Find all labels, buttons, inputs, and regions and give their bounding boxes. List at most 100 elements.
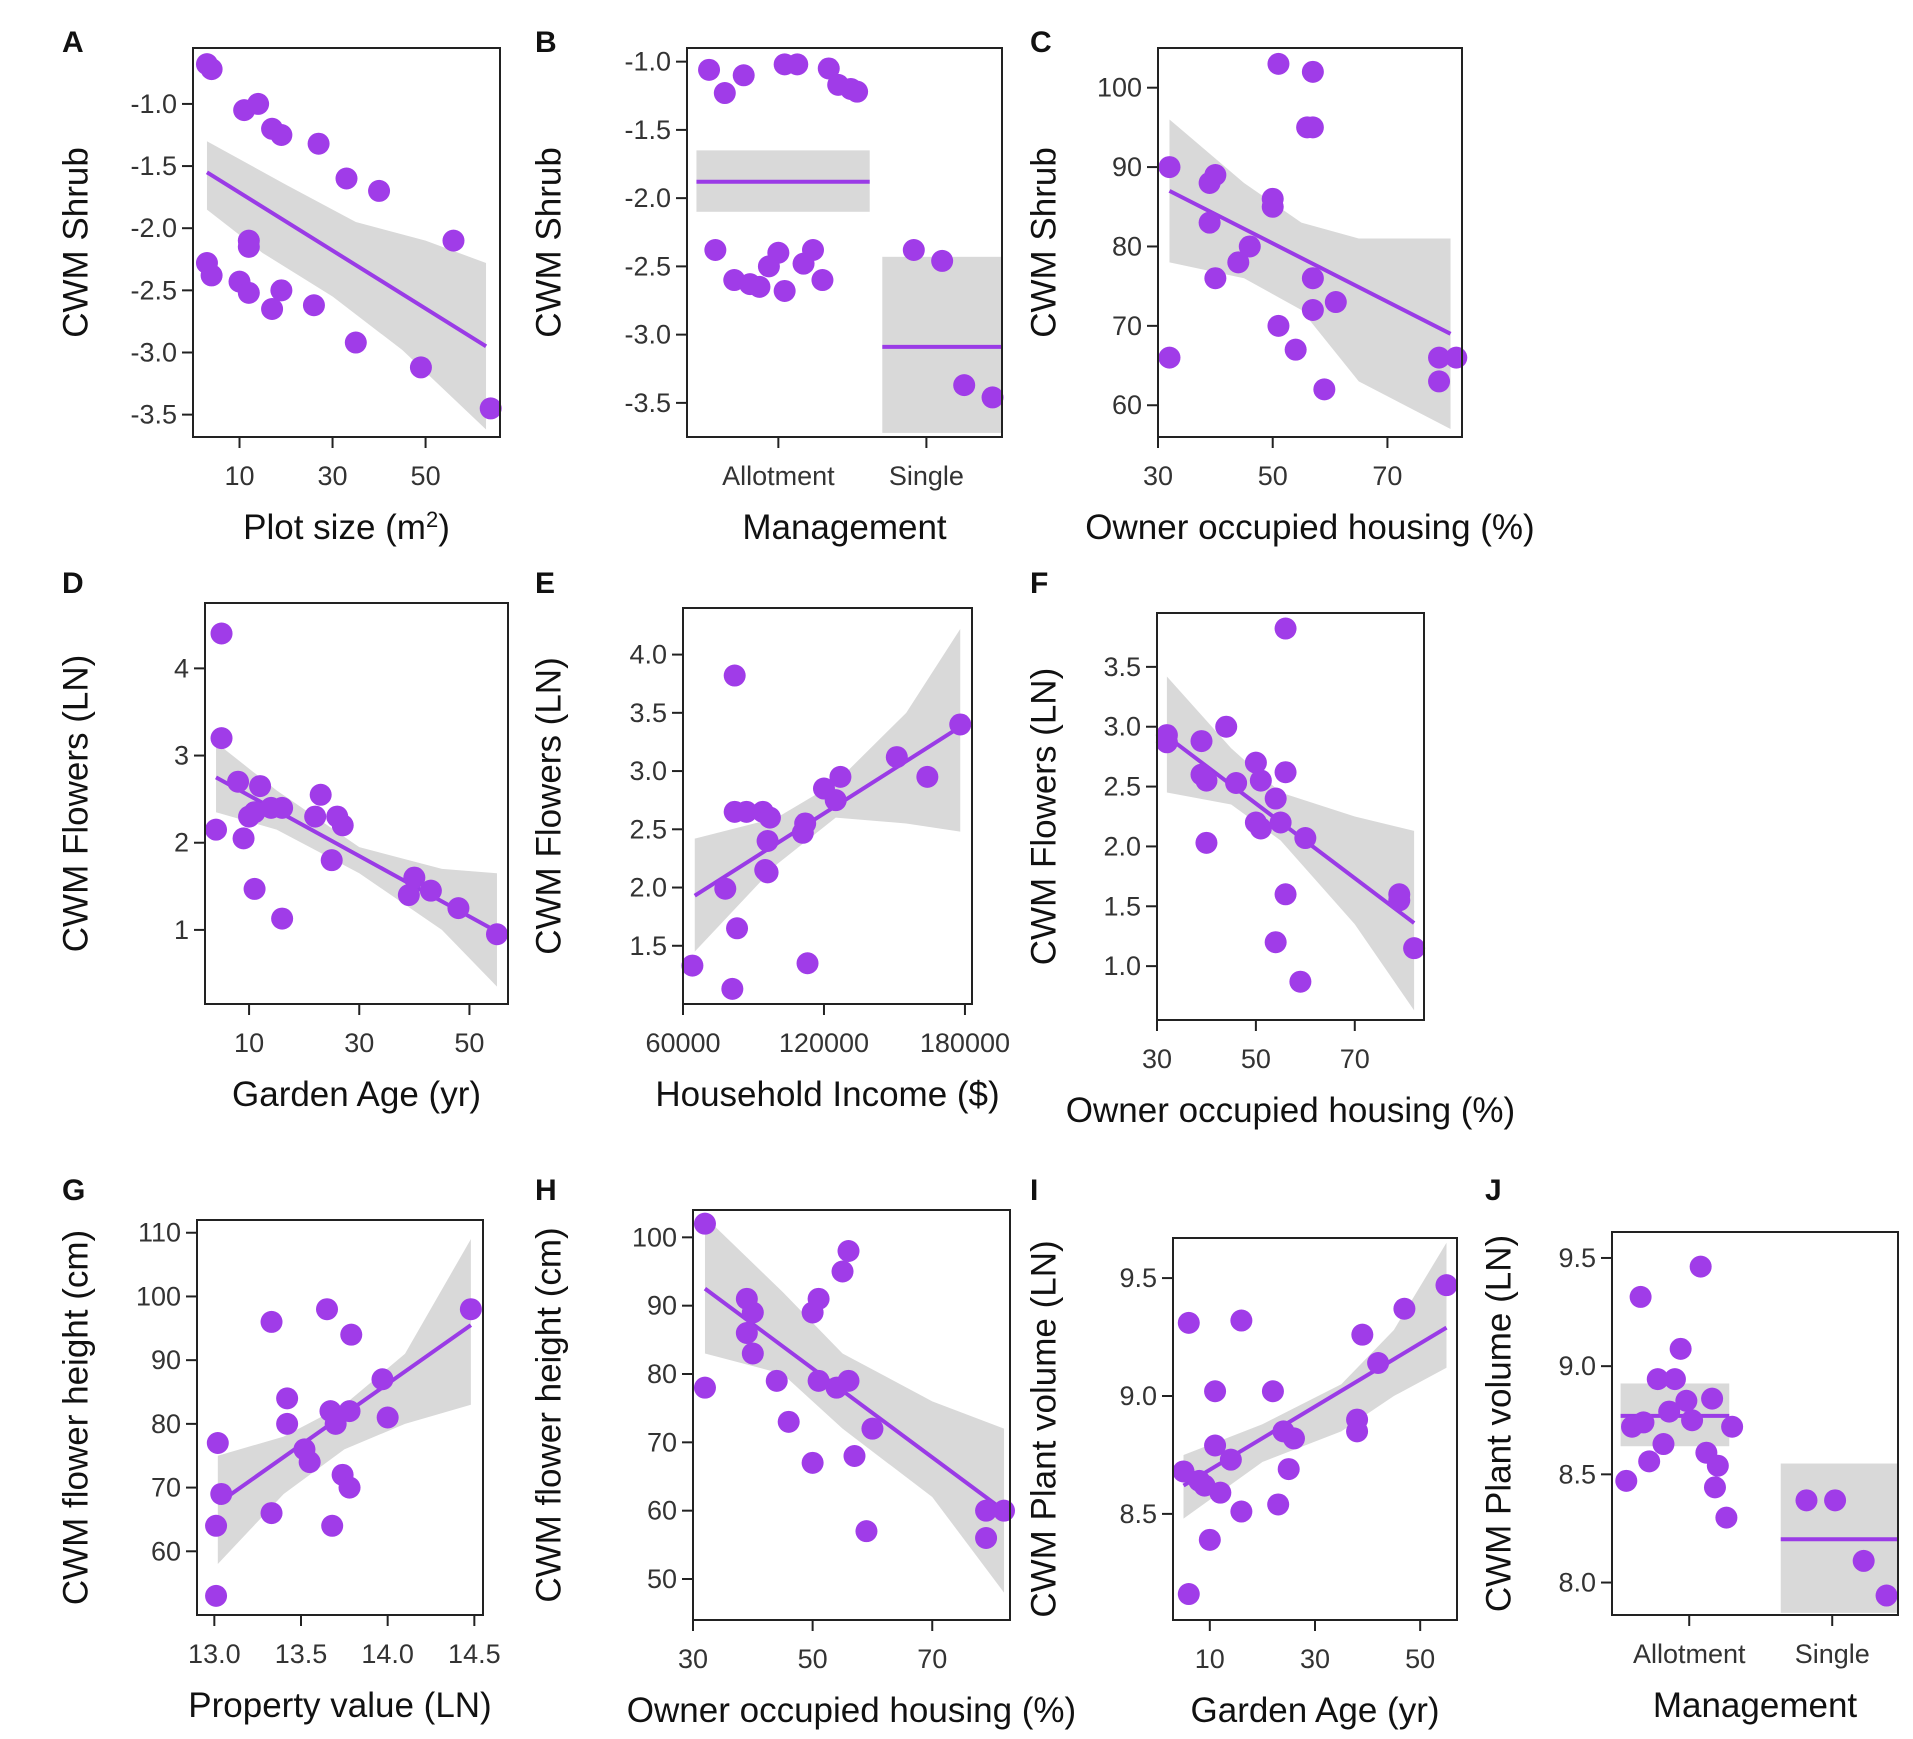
panel-letter: F <box>1030 567 1048 600</box>
y-tick-label: 3 <box>174 741 189 771</box>
data-point <box>1715 1506 1738 1529</box>
data-point <box>843 1445 866 1467</box>
data-point <box>200 264 223 287</box>
panel-letter: C <box>1030 26 1052 59</box>
x-tick-label: 30 <box>1300 1644 1330 1674</box>
y-tick-label: 100 <box>632 1222 677 1252</box>
data-point <box>1190 730 1213 753</box>
data-point <box>205 1584 228 1607</box>
x-tick-label: 30 <box>1142 1044 1172 1074</box>
panel-letter: H <box>535 1174 557 1207</box>
data-point <box>324 1412 347 1435</box>
y-axis-title: CWM Flowers (LN) <box>57 655 96 952</box>
data-point <box>1177 1311 1200 1334</box>
y-tick-label: -3.5 <box>130 400 177 430</box>
data-point <box>1403 937 1426 960</box>
data-point <box>338 1400 361 1423</box>
data-point <box>1435 1274 1458 1297</box>
data-point <box>1227 251 1250 274</box>
y-tick-label: 2.0 <box>629 873 667 903</box>
y-tick-label: 80 <box>647 1359 677 1389</box>
data-point <box>397 884 420 907</box>
data-point <box>1264 931 1287 954</box>
data-point <box>210 622 233 645</box>
data-point <box>261 297 284 320</box>
confidence-band <box>1166 676 1415 1011</box>
x-axis-title-text: Owner occupied housing (%) <box>627 1691 1076 1730</box>
panel-letter: A <box>62 26 84 59</box>
y-tick-label: -1.0 <box>130 89 177 119</box>
data-point <box>1824 1489 1847 1512</box>
data-point <box>1701 1387 1724 1410</box>
y-tick-label: -3.0 <box>130 337 177 367</box>
data-point <box>981 386 1004 409</box>
data-point <box>1638 1450 1661 1473</box>
data-point <box>205 1514 228 1537</box>
panel-letter: E <box>535 567 555 600</box>
data-point <box>1301 298 1324 321</box>
plot-area <box>1182 1242 1448 1519</box>
data-point <box>1204 1434 1227 1457</box>
y-tick-label: -1.5 <box>130 151 177 181</box>
plot-frame <box>686 47 1003 438</box>
data-point <box>1264 787 1287 810</box>
data-point <box>993 1499 1016 1522</box>
y-tick-label: 60 <box>647 1496 677 1526</box>
data-point <box>1204 1380 1227 1403</box>
data-point <box>931 249 954 272</box>
data-point <box>335 167 358 190</box>
x-tick-label: 50 <box>411 461 441 491</box>
data-point <box>681 954 704 977</box>
data-point <box>1277 1458 1300 1481</box>
y-axis-title: CWM Plant volume (LN) <box>1025 1240 1064 1617</box>
y-tick-label: 9.0 <box>1558 1351 1596 1381</box>
data-point <box>902 239 925 262</box>
confidence-band <box>217 1239 471 1565</box>
x-tick-label: Allotment <box>722 461 835 491</box>
y-tick-label: 4 <box>174 653 189 683</box>
data-point <box>304 805 327 828</box>
data-point <box>796 952 819 975</box>
data-point <box>1158 346 1181 369</box>
panel-a: A 10 30 50 -1.0 -1.5 -2.0 -2.5 -3.0 -3.5 Plot size… <box>57 26 502 547</box>
x-tick-label: 30 <box>678 1644 708 1674</box>
data-point <box>368 179 391 202</box>
data-point <box>270 123 293 146</box>
data-point <box>1249 817 1272 840</box>
data-point <box>1198 171 1221 194</box>
y-tick-label: -3.0 <box>624 320 671 350</box>
x-axis-title-text: Garden Age (yr) <box>232 1075 481 1114</box>
x-axis-title: Garden Age (yr) <box>1191 1691 1440 1730</box>
data-point <box>1675 1389 1698 1412</box>
data-point <box>1388 889 1411 912</box>
x-axis-title: Owner occupied housing (%) <box>1085 508 1534 547</box>
data-point <box>210 727 233 750</box>
plot-frame <box>1156 612 1425 1021</box>
data-point <box>479 397 502 420</box>
panel-b: B Allotment Single -1.0 -1.5 -2.0 -2.5 -3.0 -3.5… <box>530 26 1004 547</box>
data-point <box>1658 1400 1681 1423</box>
data-point <box>756 861 779 884</box>
x-tick-label: 70 <box>1340 1044 1370 1074</box>
y-tick-label: 100 <box>1097 73 1142 103</box>
y-tick-label: 1 <box>174 915 189 945</box>
data-point <box>723 664 746 687</box>
y-tick-label: 90 <box>1112 152 1142 182</box>
plot-frame <box>682 607 973 1005</box>
y-tick-label: -2.5 <box>624 251 671 281</box>
x-axis-title-text: Plot size (m <box>243 508 426 547</box>
y-tick-label: 110 <box>138 1218 181 1248</box>
data-point <box>243 877 266 900</box>
y-tick-label: -2.5 <box>130 275 177 305</box>
data-point <box>786 53 809 76</box>
data-point <box>276 1412 299 1435</box>
data-point <box>1875 1584 1898 1607</box>
panel-letter: J <box>1485 1174 1502 1207</box>
data-point <box>693 1376 716 1399</box>
data-point <box>270 279 293 302</box>
y-tick-label: 3.0 <box>1103 712 1141 742</box>
data-point <box>1852 1549 1875 1572</box>
y-tick-label: -2.0 <box>624 183 671 213</box>
data-point <box>1282 1427 1305 1450</box>
data-point <box>1632 1411 1655 1434</box>
